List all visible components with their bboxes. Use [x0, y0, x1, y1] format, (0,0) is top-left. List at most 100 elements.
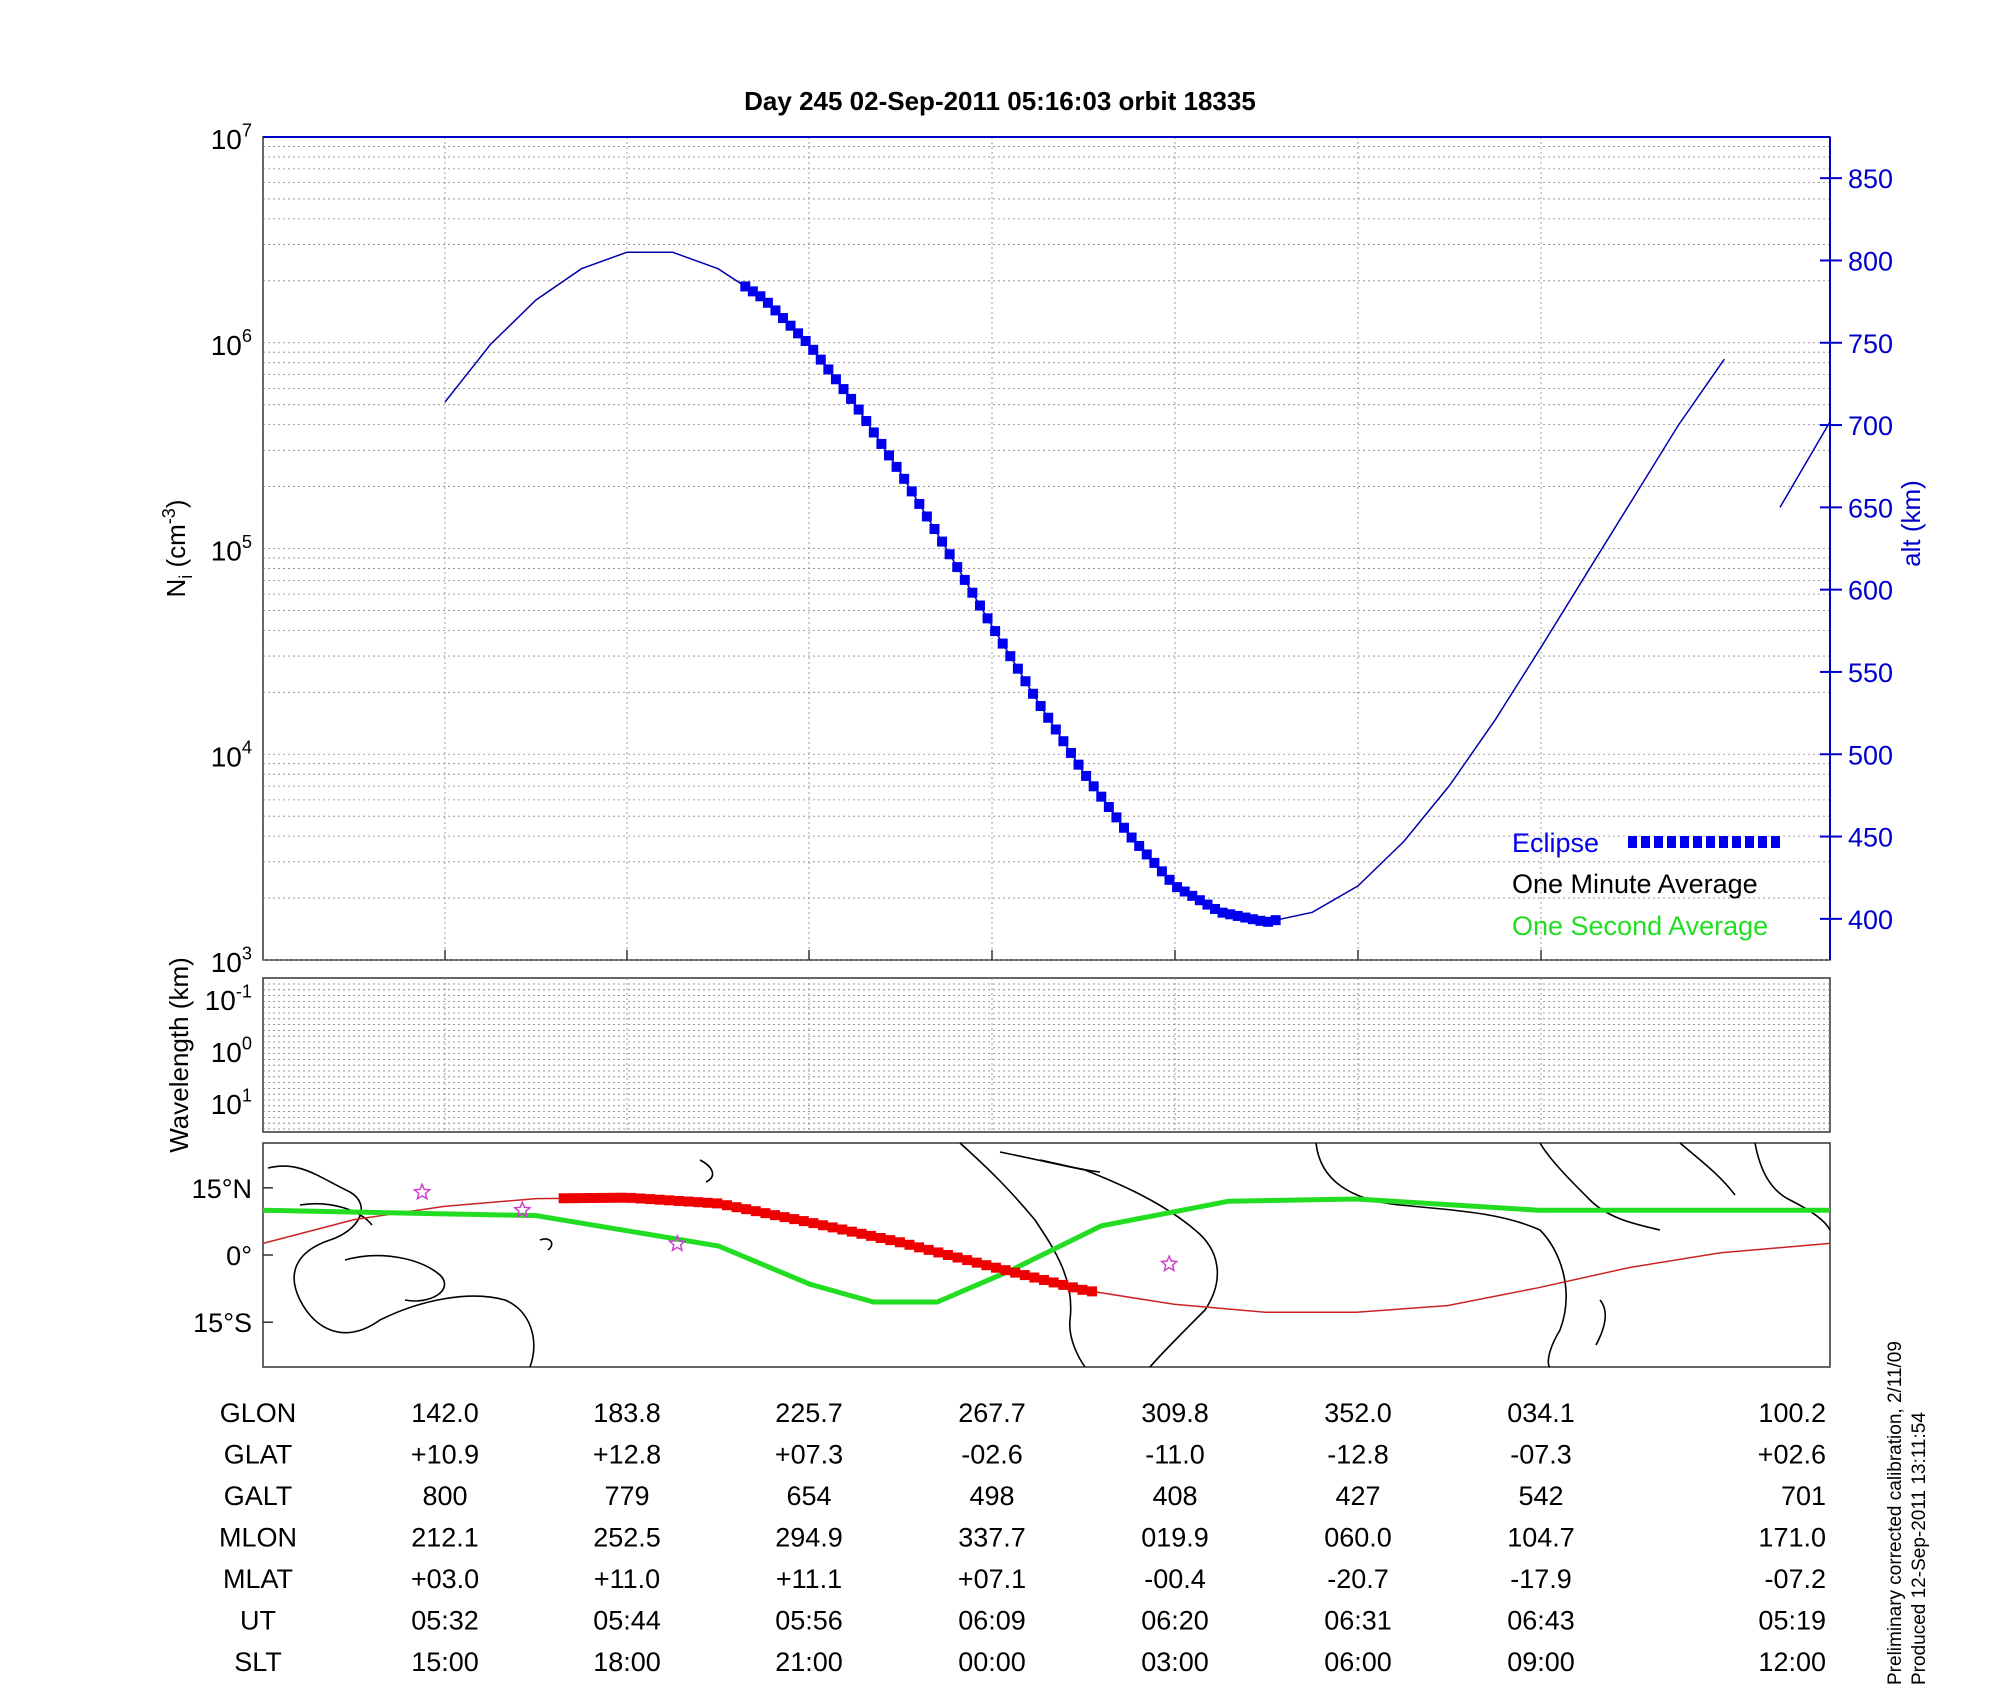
eclipse-marker	[1043, 712, 1054, 723]
eclipse-marker	[1255, 915, 1266, 926]
eclipse-track-marker	[673, 1195, 684, 1206]
table-cell: 060.0	[1324, 1523, 1392, 1553]
eclipse-marker	[1164, 874, 1175, 885]
table-cell: 654	[786, 1481, 831, 1511]
legend-eclipse-label: Eclipse	[1512, 828, 1599, 858]
table-row-label: SLT	[234, 1647, 282, 1677]
right-tick-label: 700	[1848, 411, 1893, 441]
eclipse-marker	[967, 587, 978, 598]
eclipse-track-marker	[971, 1257, 982, 1268]
eclipse-marker	[1103, 802, 1114, 813]
right-tick-label: 500	[1848, 740, 1893, 770]
table-cell: 427	[1335, 1481, 1380, 1511]
eclipse-track-marker	[635, 1193, 646, 1204]
eclipse-marker	[778, 313, 788, 324]
eclipse-marker	[921, 511, 932, 522]
table-cell: -07.2	[1764, 1564, 1826, 1594]
eclipse-marker	[815, 354, 826, 365]
table-cell: +11.0	[594, 1564, 660, 1594]
eclipse-track-marker	[721, 1200, 732, 1211]
right-tick-label: 550	[1848, 658, 1893, 688]
eclipse-track-marker	[625, 1192, 636, 1203]
right-tick-label: 650	[1848, 493, 1893, 523]
magnetic-track-line	[262, 1196, 1830, 1305]
eclipse-marker	[838, 384, 849, 395]
eclipse-marker	[1156, 866, 1167, 877]
eclipse-track-marker	[683, 1196, 694, 1207]
eclipse-marker	[747, 286, 758, 297]
eclipse-track-marker	[1019, 1270, 1030, 1281]
eclipse-track-marker	[587, 1192, 598, 1203]
eclipse-track-marker	[1048, 1277, 1059, 1288]
star-marker	[1159, 1254, 1179, 1272]
legend-eclipse-marker	[1745, 836, 1754, 848]
table-cell: 267.7	[958, 1398, 1026, 1428]
legend-eclipse-marker	[1771, 836, 1780, 848]
eclipse-track-marker	[779, 1212, 790, 1223]
eclipse-marker	[785, 320, 796, 331]
eclipse-track-marker	[981, 1260, 992, 1271]
eclipse-marker	[861, 416, 872, 427]
table-cell: 542	[1518, 1481, 1563, 1511]
eclipse-track-marker	[952, 1252, 963, 1263]
eclipse-track-marker	[990, 1262, 1001, 1273]
table-cell: 352.0	[1324, 1398, 1392, 1428]
wavelength-tick-label: 10-1	[205, 981, 252, 1016]
legend-eclipse-marker	[1706, 836, 1715, 848]
chart-title: Day 245 02-Sep-2011 05:16:03 orbit 18335	[744, 86, 1256, 116]
eclipse-marker	[830, 374, 841, 385]
eclipse-marker	[899, 473, 910, 484]
table-cell: 00:00	[958, 1647, 1026, 1677]
coastline	[1315, 1142, 1567, 1368]
wavelength-axis-label: Wavelength (km)	[164, 957, 194, 1153]
wavelength-plot-frame	[262, 977, 1831, 1133]
eclipse-track-marker	[1067, 1282, 1078, 1293]
eclipse-marker	[1202, 899, 1213, 910]
eclipse-track-marker	[702, 1197, 713, 1208]
eclipse-track-marker	[818, 1220, 829, 1231]
eclipse-marker	[929, 524, 940, 535]
coastline	[1754, 1142, 1831, 1231]
coastline	[1595, 1299, 1607, 1346]
eclipse-marker	[868, 427, 879, 438]
coastline	[1039, 1159, 1101, 1173]
eclipse-track-marker	[616, 1192, 627, 1203]
eclipse-track-marker	[577, 1193, 588, 1204]
table-cell: 701	[1781, 1481, 1826, 1511]
table-cell: 06:43	[1507, 1606, 1575, 1636]
eclipse-marker	[1247, 914, 1258, 925]
left-tick-label: 105	[211, 532, 252, 567]
table-cell: 05:56	[775, 1606, 843, 1636]
legend-eclipse-marker	[1680, 836, 1689, 848]
coastline	[539, 1238, 553, 1251]
eclipse-marker	[740, 281, 751, 292]
eclipse-marker	[1141, 849, 1152, 860]
eclipse-marker	[876, 438, 887, 449]
eclipse-marker	[1050, 724, 1061, 735]
eclipse-track-marker	[1000, 1265, 1011, 1276]
eclipse-marker	[770, 305, 781, 316]
map-panel: 15°N 0° 15°S	[192, 1142, 1831, 1368]
eclipse-marker	[793, 328, 804, 339]
table-cell: 05:32	[411, 1606, 479, 1636]
coastline	[344, 1254, 446, 1302]
legend-eclipse-marker	[1732, 836, 1741, 848]
table-cell: +12.8	[593, 1440, 661, 1470]
table-cell: 06:31	[1324, 1606, 1392, 1636]
eclipse-marker	[800, 335, 811, 346]
table-cell: 800	[422, 1481, 467, 1511]
eclipse-marker	[755, 291, 766, 302]
eclipse-track-marker	[923, 1244, 934, 1255]
coastline	[699, 1159, 714, 1183]
eclipse-track-marker	[1087, 1286, 1098, 1297]
table-cell: 03:00	[1141, 1647, 1209, 1677]
table-cell: 408	[1152, 1481, 1197, 1511]
eclipse-track-marker	[885, 1235, 896, 1246]
eclipse-marker	[937, 536, 948, 547]
eclipse-marker	[1035, 701, 1046, 712]
legend-eclipse-marker	[1641, 836, 1650, 848]
eclipse-marker	[906, 486, 917, 497]
eclipse-track-marker	[808, 1218, 819, 1229]
eclipse-marker	[1209, 903, 1220, 914]
coastline	[299, 1202, 373, 1226]
